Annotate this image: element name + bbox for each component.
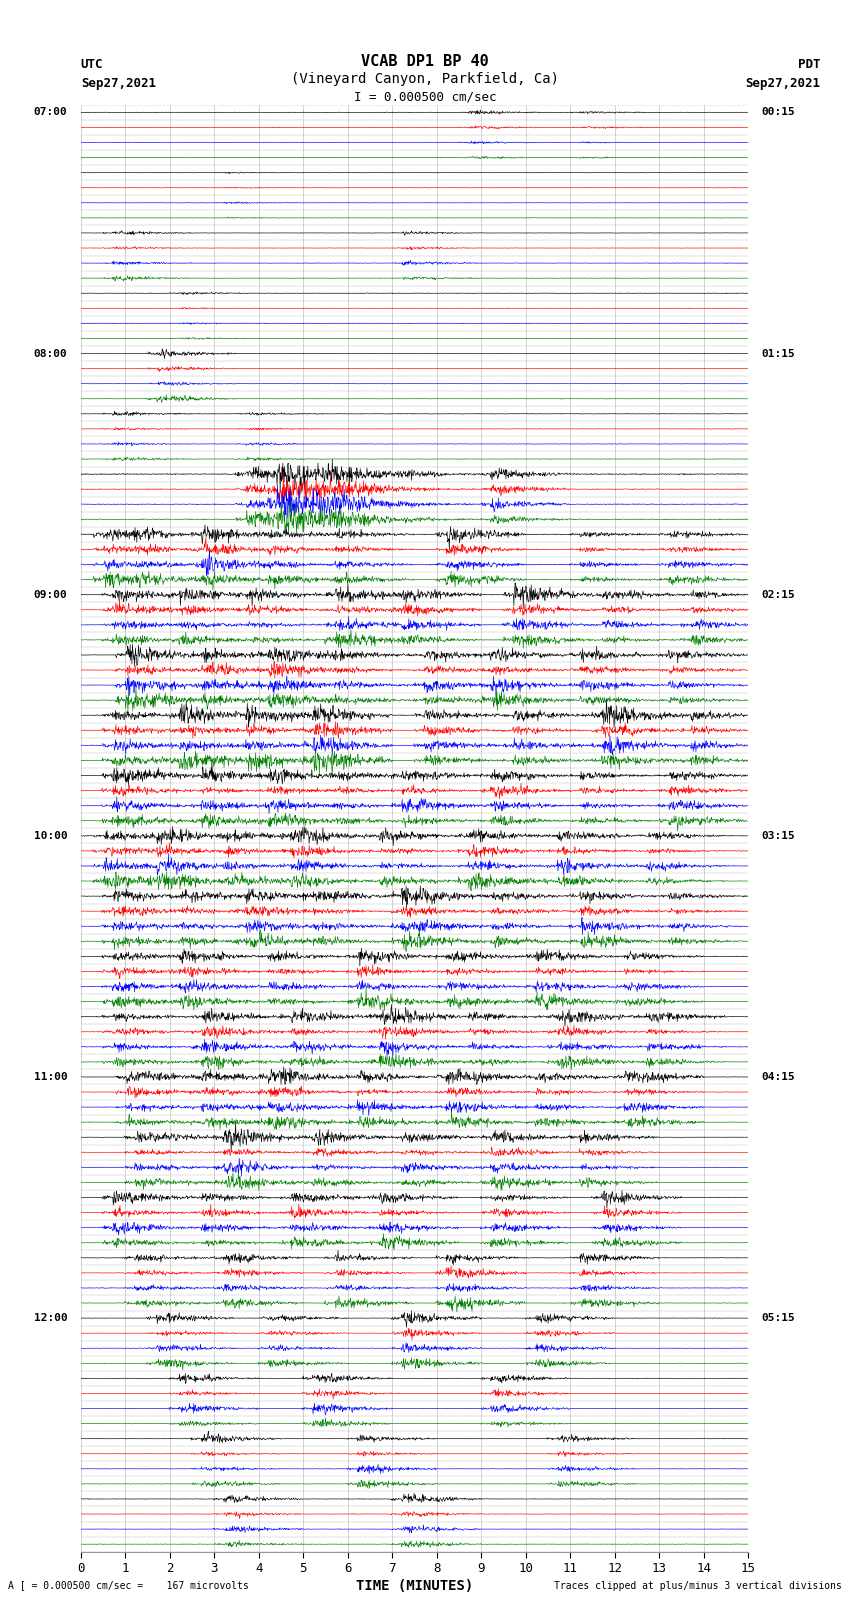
Text: (Vineyard Canyon, Parkfield, Ca): (Vineyard Canyon, Parkfield, Ca) (291, 73, 559, 85)
Text: 05:15: 05:15 (762, 1313, 795, 1323)
X-axis label: TIME (MINUTES): TIME (MINUTES) (356, 1579, 473, 1594)
Text: 09:00: 09:00 (34, 590, 67, 600)
Text: VCAB DP1 BP 40: VCAB DP1 BP 40 (361, 53, 489, 69)
Text: I = 0.000500 cm/sec: I = 0.000500 cm/sec (354, 90, 496, 103)
Text: 04:15: 04:15 (762, 1073, 795, 1082)
Text: Sep27,2021: Sep27,2021 (81, 77, 156, 90)
Text: PDT: PDT (798, 58, 820, 71)
Text: 02:15: 02:15 (762, 590, 795, 600)
Text: 11:00: 11:00 (34, 1073, 67, 1082)
Text: 00:15: 00:15 (762, 108, 795, 118)
Text: A [ = 0.000500 cm/sec =    167 microvolts: A [ = 0.000500 cm/sec = 167 microvolts (8, 1581, 249, 1590)
Text: 10:00: 10:00 (34, 831, 67, 840)
Text: 01:15: 01:15 (762, 348, 795, 358)
Text: Sep27,2021: Sep27,2021 (745, 77, 820, 90)
Text: UTC: UTC (81, 58, 103, 71)
Text: 12:00: 12:00 (34, 1313, 67, 1323)
Text: 08:00: 08:00 (34, 348, 67, 358)
Text: 07:00: 07:00 (34, 108, 67, 118)
Text: 03:15: 03:15 (762, 831, 795, 840)
Text: Traces clipped at plus/minus 3 vertical divisions: Traces clipped at plus/minus 3 vertical … (553, 1581, 842, 1590)
